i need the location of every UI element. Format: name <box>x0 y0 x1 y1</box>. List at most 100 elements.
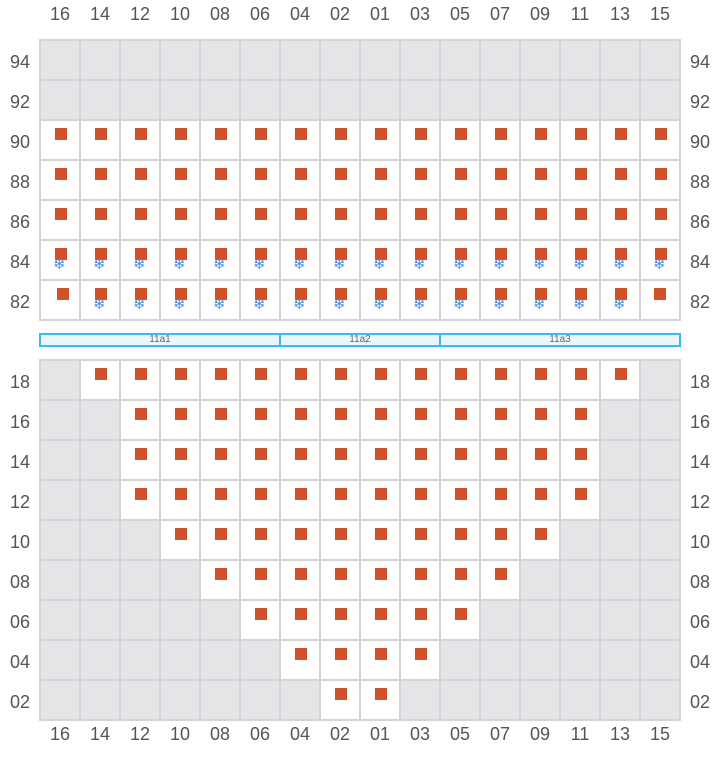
seat-cell[interactable]: ❄ <box>40 240 80 280</box>
seat-cell[interactable] <box>360 560 400 600</box>
seat-marker-icon[interactable] <box>255 288 267 300</box>
seat-marker-icon[interactable] <box>135 128 147 140</box>
seat-marker-icon[interactable] <box>215 288 227 300</box>
seat-marker-icon[interactable] <box>495 128 507 140</box>
seat-marker-icon[interactable] <box>215 568 227 580</box>
seat-marker-icon[interactable] <box>95 168 107 180</box>
seat-marker-icon[interactable] <box>495 568 507 580</box>
seat-cell[interactable] <box>480 200 520 240</box>
seat-marker-icon[interactable] <box>655 128 667 140</box>
seat-marker-icon[interactable] <box>415 488 427 500</box>
seat-marker-icon[interactable] <box>335 568 347 580</box>
seat-cell[interactable] <box>360 440 400 480</box>
seat-marker-icon[interactable] <box>375 488 387 500</box>
seat-cell[interactable] <box>200 360 240 400</box>
seat-marker-icon[interactable] <box>215 208 227 220</box>
seat-cell[interactable] <box>200 440 240 480</box>
seat-marker-icon[interactable] <box>335 488 347 500</box>
seat-cell[interactable] <box>280 400 320 440</box>
seat-cell[interactable] <box>280 480 320 520</box>
seat-marker-icon[interactable] <box>295 568 307 580</box>
seat-marker-icon[interactable] <box>175 408 187 420</box>
seat-marker-icon[interactable] <box>455 168 467 180</box>
seat-cell[interactable] <box>320 520 360 560</box>
seat-cell[interactable] <box>80 160 120 200</box>
seat-marker-icon[interactable] <box>535 368 547 380</box>
seat-marker-icon[interactable] <box>455 608 467 620</box>
seat-marker-icon[interactable] <box>215 248 227 260</box>
seat-cell[interactable] <box>440 400 480 440</box>
seat-marker-icon[interactable] <box>95 208 107 220</box>
seat-marker-icon[interactable] <box>535 488 547 500</box>
seat-marker-icon[interactable] <box>335 168 347 180</box>
seat-cell[interactable]: ❄ <box>600 240 640 280</box>
seat-marker-icon[interactable] <box>175 488 187 500</box>
seat-cell[interactable] <box>480 120 520 160</box>
seat-cell[interactable]: ❄ <box>200 280 240 320</box>
seat-cell[interactable] <box>240 400 280 440</box>
seat-cell[interactable] <box>480 560 520 600</box>
seat-cell[interactable] <box>160 480 200 520</box>
seat-marker-icon[interactable] <box>255 128 267 140</box>
seat-cell[interactable] <box>280 120 320 160</box>
seat-cell[interactable] <box>280 200 320 240</box>
seat-marker-icon[interactable] <box>415 128 427 140</box>
seat-marker-icon[interactable] <box>615 208 627 220</box>
seat-marker-icon[interactable] <box>255 408 267 420</box>
seat-cell[interactable] <box>480 400 520 440</box>
seat-cell[interactable] <box>240 600 280 640</box>
seat-marker-icon[interactable] <box>615 248 627 260</box>
seat-cell[interactable] <box>400 200 440 240</box>
seat-marker-icon[interactable] <box>455 208 467 220</box>
seat-cell[interactable] <box>120 440 160 480</box>
seat-cell[interactable] <box>400 480 440 520</box>
seat-cell[interactable] <box>560 360 600 400</box>
seat-cell[interactable] <box>80 360 120 400</box>
seat-cell[interactable] <box>600 360 640 400</box>
seat-marker-icon[interactable] <box>415 448 427 460</box>
seat-cell[interactable] <box>320 680 360 720</box>
seat-cell[interactable] <box>240 560 280 600</box>
seat-marker-icon[interactable] <box>455 368 467 380</box>
seat-marker-icon[interactable] <box>135 288 147 300</box>
seat-marker-icon[interactable] <box>295 408 307 420</box>
seat-cell[interactable] <box>160 400 200 440</box>
seat-marker-icon[interactable] <box>295 448 307 460</box>
seat-marker-icon[interactable] <box>654 288 666 300</box>
seat-cell[interactable] <box>280 360 320 400</box>
seat-cell[interactable] <box>200 160 240 200</box>
seat-marker-icon[interactable] <box>375 288 387 300</box>
seat-marker-icon[interactable] <box>215 528 227 540</box>
seat-marker-icon[interactable] <box>295 488 307 500</box>
seat-cell[interactable] <box>480 480 520 520</box>
seat-cell[interactable] <box>200 520 240 560</box>
seat-marker-icon[interactable] <box>535 248 547 260</box>
seat-marker-icon[interactable] <box>415 168 427 180</box>
seat-cell[interactable] <box>320 640 360 680</box>
seat-marker-icon[interactable] <box>495 408 507 420</box>
seat-marker-icon[interactable] <box>495 528 507 540</box>
seat-cell[interactable]: ❄ <box>480 280 520 320</box>
seat-marker-icon[interactable] <box>375 368 387 380</box>
seat-cell[interactable] <box>320 400 360 440</box>
seat-cell[interactable]: ❄ <box>520 240 560 280</box>
seat-cell[interactable] <box>240 160 280 200</box>
seat-cell[interactable] <box>320 360 360 400</box>
seat-marker-icon[interactable] <box>655 248 667 260</box>
seat-marker-icon[interactable] <box>335 688 347 700</box>
seat-marker-icon[interactable] <box>295 528 307 540</box>
seat-marker-icon[interactable] <box>175 448 187 460</box>
seat-cell[interactable] <box>280 560 320 600</box>
seat-cell[interactable] <box>400 400 440 440</box>
seat-cell[interactable] <box>120 400 160 440</box>
seat-cell[interactable] <box>120 360 160 400</box>
seat-cell[interactable] <box>80 200 120 240</box>
seat-cell[interactable] <box>400 120 440 160</box>
seat-cell[interactable] <box>40 120 80 160</box>
seat-marker-icon[interactable] <box>375 248 387 260</box>
seat-marker-icon[interactable] <box>95 248 107 260</box>
seat-marker-icon[interactable] <box>55 128 67 140</box>
seat-marker-icon[interactable] <box>415 288 427 300</box>
seat-marker-icon[interactable] <box>295 128 307 140</box>
seat-marker-icon[interactable] <box>415 208 427 220</box>
